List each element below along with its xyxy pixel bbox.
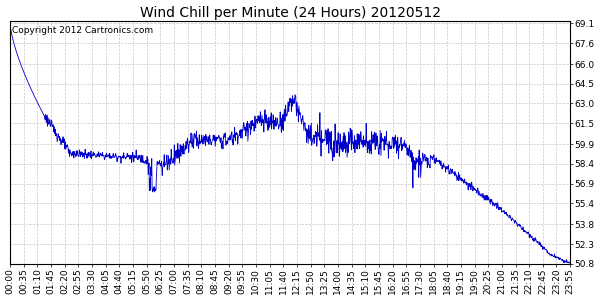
Title: Wind Chill per Minute (24 Hours) 20120512: Wind Chill per Minute (24 Hours) 2012051… bbox=[140, 6, 440, 20]
Text: Copyright 2012 Cartronics.com: Copyright 2012 Cartronics.com bbox=[12, 26, 153, 34]
